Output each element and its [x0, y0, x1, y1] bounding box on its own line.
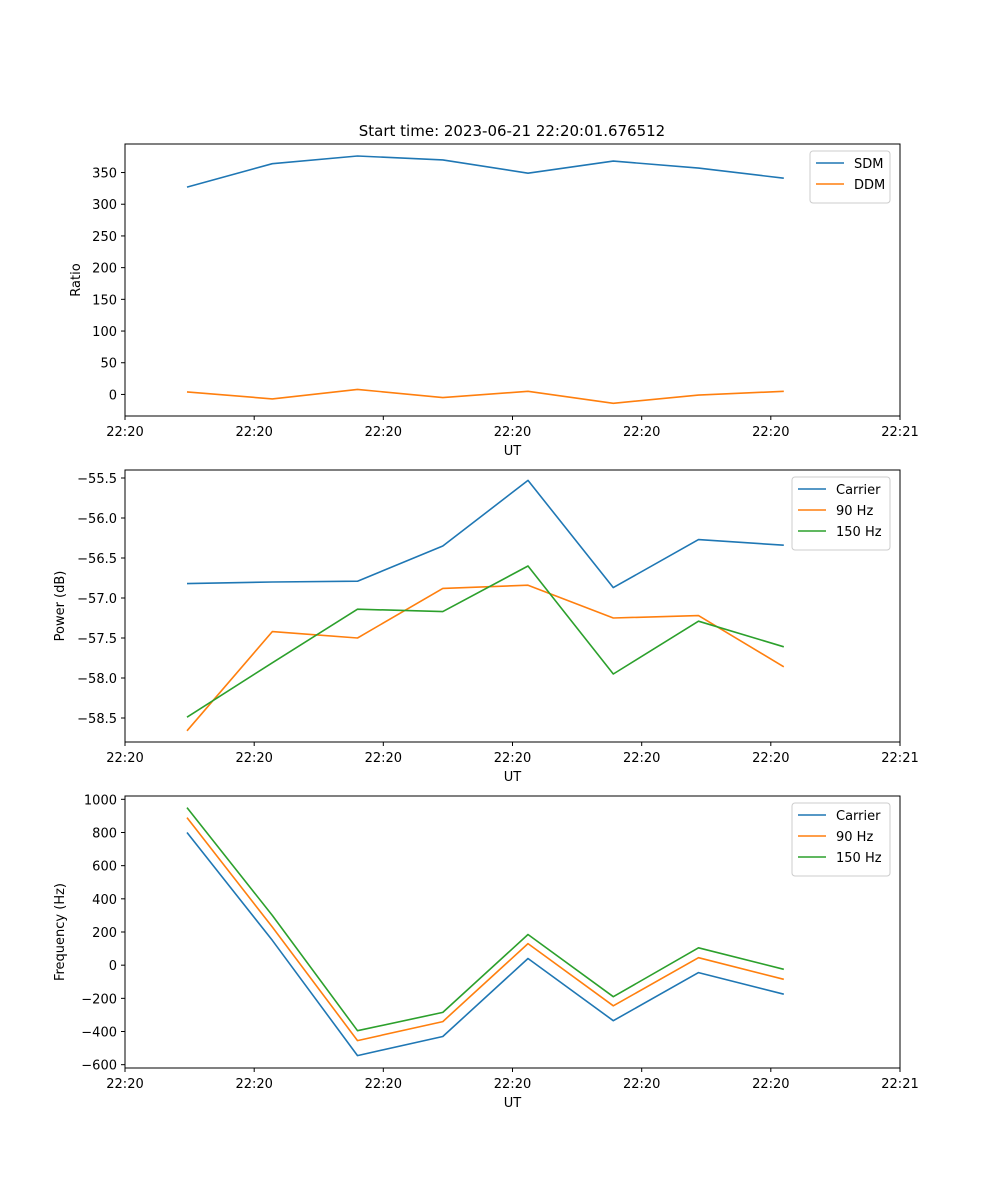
power-ytick-label: −58.0 [77, 672, 117, 687]
power-xtick-label: 22:20 [752, 751, 789, 766]
power-ytick-label: −58.5 [77, 712, 117, 727]
ratio-ytick-label: 200 [92, 262, 117, 277]
power-xtick-label: 22:20 [623, 751, 660, 766]
ratio-xtick-label: 22:20 [752, 425, 789, 440]
power-series-150-hz [186, 565, 785, 718]
frequency-xtick-label: 22:20 [365, 1077, 402, 1092]
frequency-legend-label: Carrier [836, 809, 881, 824]
figure-title: Start time: 2023-06-21 22:20:01.676512 [359, 122, 665, 140]
power-ytick-label: −55.5 [77, 472, 117, 487]
frequency-xtick-label: 22:20 [623, 1077, 660, 1092]
ratio-axes-frame [124, 143, 901, 417]
ratio-xtick-label: 22:20 [106, 425, 143, 440]
frequency-legend-label: 90 Hz [836, 830, 873, 845]
power-legend-label: Carrier [836, 483, 881, 498]
ratio-ytick-label: 0 [109, 388, 117, 403]
power-ytick-label: −57.5 [77, 632, 117, 647]
ratio-xtick-label: 22:21 [881, 425, 918, 440]
frequency-series-carrier [186, 832, 784, 1057]
power-xlabel: UT [504, 770, 522, 785]
power-axes-frame [124, 469, 901, 743]
ratio-xtick-label: 22:20 [623, 425, 660, 440]
frequency-ylabel: Frequency (Hz) [53, 883, 68, 981]
power-ytick-label: −56.0 [77, 512, 117, 527]
ratio-legend-label: SDM [854, 157, 883, 172]
frequency-xtick-label: 22:20 [494, 1077, 531, 1092]
ratio-xtick-label: 22:20 [365, 425, 402, 440]
ratio-ytick-label: 50 [100, 357, 117, 372]
ratio-xtick-label: 22:20 [494, 425, 531, 440]
frequency-ytick-label: 400 [92, 893, 117, 908]
power-xtick-label: 22:21 [881, 751, 918, 766]
frequency-xtick-label: 22:20 [106, 1077, 143, 1092]
frequency-xlabel: UT [504, 1096, 522, 1111]
frequency-ytick-label: −400 [81, 1026, 117, 1041]
power-xtick-label: 22:20 [235, 751, 272, 766]
power-xtick-label: 22:20 [365, 751, 402, 766]
ratio-ylabel: Ratio [69, 263, 84, 296]
frequency-series-90-hz [186, 817, 784, 1042]
power-ytick-label: −57.0 [77, 592, 117, 607]
ratio-xlabel: UT [504, 444, 522, 459]
frequency-xtick-label: 22:20 [752, 1077, 789, 1092]
power-legend-label: 150 Hz [836, 525, 882, 540]
frequency-ytick-label: −600 [81, 1059, 117, 1074]
ratio-legend [809, 150, 891, 204]
frequency-ytick-label: 200 [92, 926, 117, 941]
power-series-90-hz [186, 584, 785, 732]
power-series-carrier [186, 479, 784, 589]
power-panel: −58.5 −58.0 −57.5 −57.0 −56.5 −56.0 −55.5 22:20… [53, 469, 919, 785]
ratio-ytick-label: 150 [92, 293, 117, 308]
frequency-series-150-hz [186, 807, 784, 1032]
frequency-ytick-label: 1000 [84, 793, 117, 808]
frequency-panel: −600 −400 −200 0 200 400 600 800 1000 22:20 22:20 2… [53, 793, 919, 1111]
power-ytick-label: −56.5 [77, 552, 117, 567]
frequency-axes-frame [124, 795, 901, 1069]
frequency-legend-label: 150 Hz [836, 851, 882, 866]
ratio-panel: 0 50 100 150 200 250 300 350 22:20 22:20 22:20 22:2… [69, 143, 919, 459]
power-legend-label: 90 Hz [836, 504, 873, 519]
power-xtick-label: 22:20 [106, 751, 143, 766]
ratio-series-ddm [186, 388, 784, 405]
ratio-ytick-label: 300 [92, 198, 117, 213]
ratio-ytick-label: 100 [92, 325, 117, 340]
frequency-xtick-label: 22:20 [235, 1077, 272, 1092]
frequency-ytick-label: 600 [92, 860, 117, 875]
power-ylabel: Power (dB) [53, 571, 68, 642]
ratio-series-sdm [186, 155, 784, 188]
frequency-ytick-label: 800 [92, 826, 117, 841]
ratio-xtick-label: 22:20 [235, 425, 272, 440]
frequency-ytick-label: 0 [109, 959, 117, 974]
frequency-ytick-label: −200 [81, 992, 117, 1007]
ratio-legend-label: DDM [854, 178, 885, 193]
ratio-ytick-label: 250 [92, 230, 117, 245]
frequency-xtick-label: 22:21 [881, 1077, 918, 1092]
power-xtick-label: 22:20 [494, 751, 531, 766]
ratio-ytick-label: 350 [92, 167, 117, 182]
